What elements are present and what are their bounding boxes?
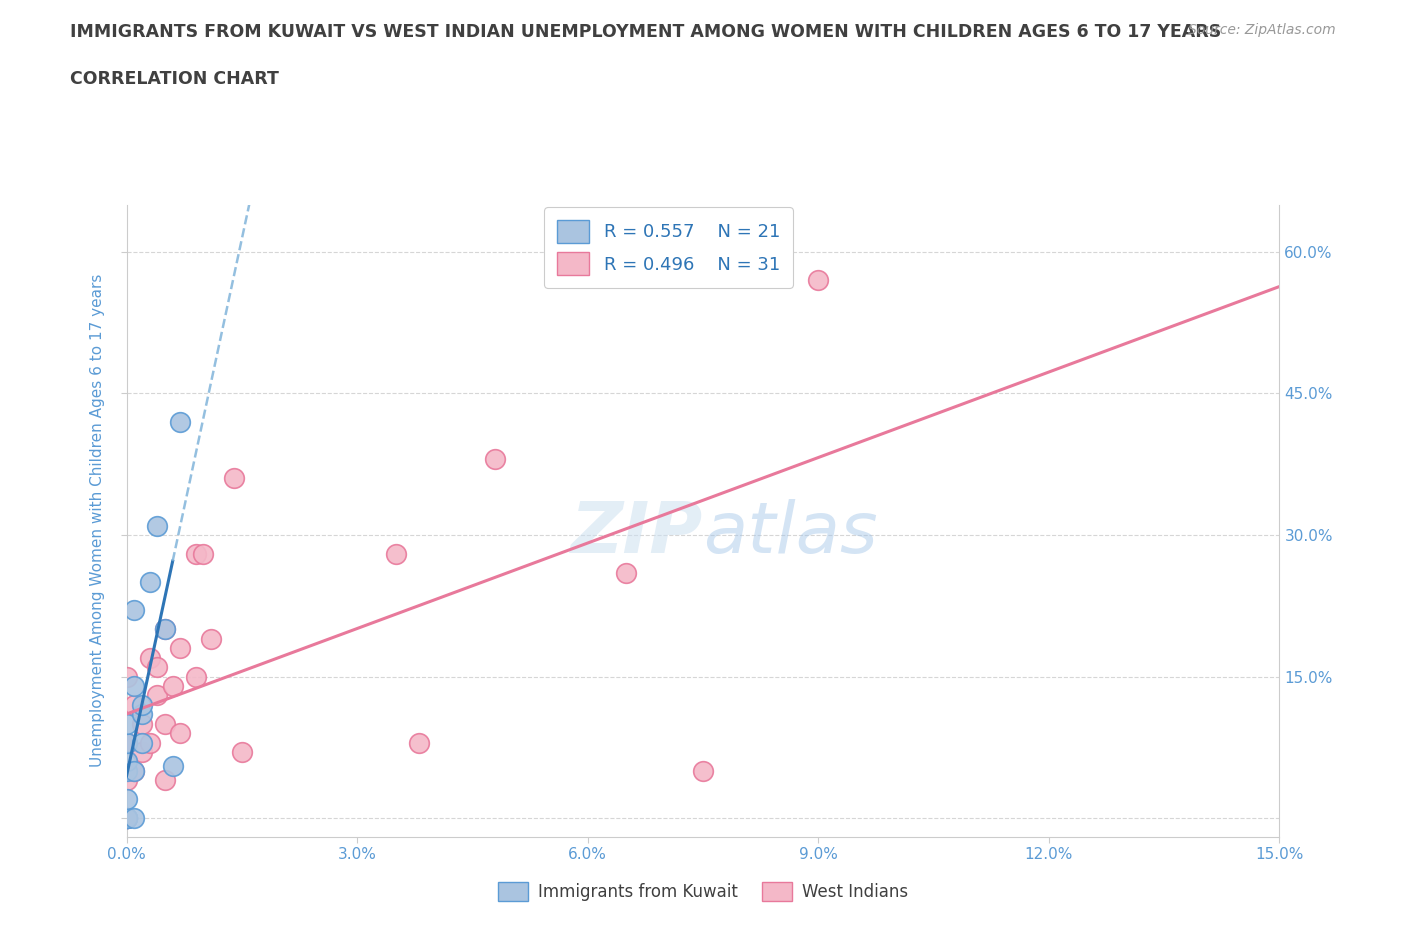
Point	[115, 754, 138, 769]
Point	[153, 622, 176, 637]
Point	[153, 622, 176, 637]
Point	[131, 707, 153, 722]
Legend: R = 0.557    N = 21, R = 0.496    N = 31: R = 0.557 N = 21, R = 0.496 N = 31	[544, 207, 793, 288]
Y-axis label: Unemployment Among Women with Children Ages 6 to 17 years: Unemployment Among Women with Children A…	[90, 274, 105, 767]
Point	[231, 745, 253, 760]
Text: Source: ZipAtlas.com: Source: ZipAtlas.com	[1188, 23, 1336, 37]
Point	[122, 603, 145, 618]
Point	[200, 631, 222, 646]
Point	[484, 452, 506, 467]
Point	[115, 669, 138, 684]
Point	[115, 811, 138, 826]
Point	[131, 745, 153, 760]
Point	[224, 471, 246, 485]
Point	[169, 414, 191, 429]
Point	[169, 641, 191, 656]
Text: IMMIGRANTS FROM KUWAIT VS WEST INDIAN UNEMPLOYMENT AMONG WOMEN WITH CHILDREN AGE: IMMIGRANTS FROM KUWAIT VS WEST INDIAN UN…	[70, 23, 1222, 41]
Point	[146, 688, 169, 703]
Point	[138, 736, 160, 751]
Point	[122, 764, 145, 778]
Point	[807, 272, 830, 287]
Text: ZIP: ZIP	[571, 499, 703, 568]
Point	[184, 547, 207, 562]
Point	[146, 659, 169, 674]
Point	[122, 811, 145, 826]
Point	[115, 773, 138, 788]
Point	[184, 669, 207, 684]
Point	[115, 736, 138, 751]
Point	[115, 811, 138, 826]
Point	[408, 736, 430, 751]
Legend: Immigrants from Kuwait, West Indians: Immigrants from Kuwait, West Indians	[491, 875, 915, 908]
Point	[153, 773, 176, 788]
Point	[169, 725, 191, 740]
Point	[162, 679, 184, 694]
Point	[115, 764, 138, 778]
Text: CORRELATION CHART: CORRELATION CHART	[70, 70, 280, 87]
Point	[692, 764, 714, 778]
Point	[614, 565, 637, 580]
Point	[115, 736, 138, 751]
Point	[115, 716, 138, 731]
Point	[162, 759, 184, 774]
Point	[131, 698, 153, 712]
Point	[131, 716, 153, 731]
Point	[115, 791, 138, 806]
Point	[193, 547, 215, 562]
Point	[122, 764, 145, 778]
Point	[384, 547, 406, 562]
Point	[146, 518, 169, 533]
Point	[131, 736, 153, 751]
Point	[115, 811, 138, 826]
Point	[153, 716, 176, 731]
Point	[138, 650, 160, 665]
Point	[115, 811, 138, 826]
Point	[122, 698, 145, 712]
Point	[115, 811, 138, 826]
Point	[122, 679, 145, 694]
Point	[115, 811, 138, 826]
Point	[138, 575, 160, 590]
Text: atlas: atlas	[703, 499, 877, 568]
